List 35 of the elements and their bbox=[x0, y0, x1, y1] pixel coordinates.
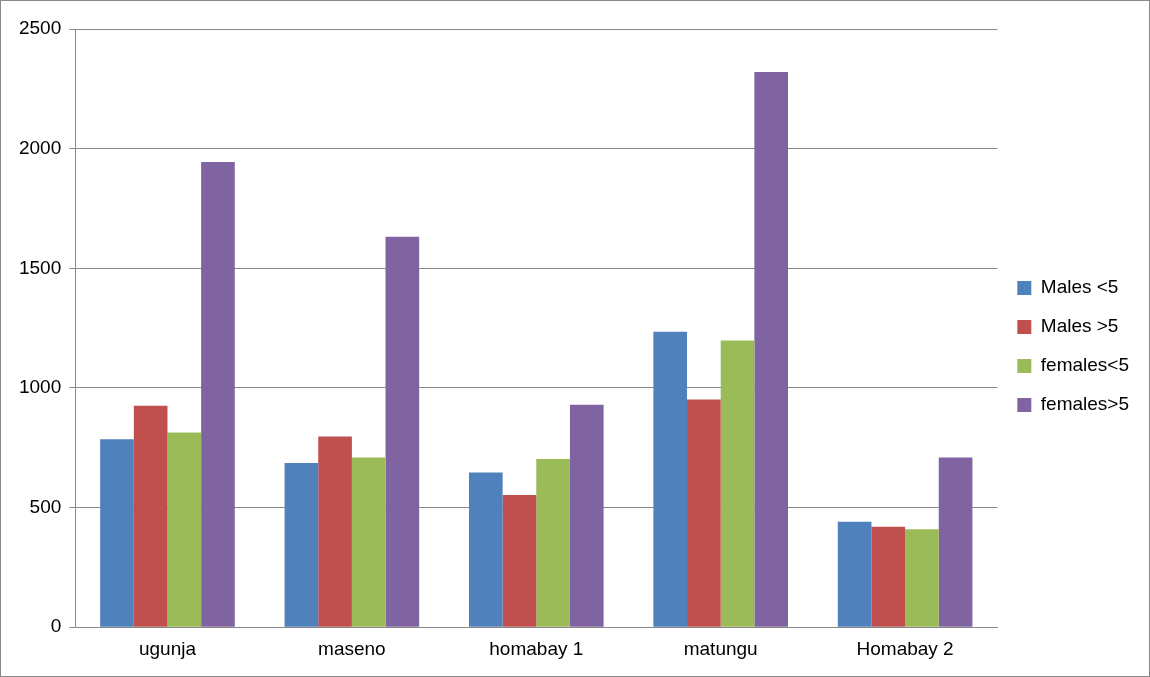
bar bbox=[536, 458, 570, 627]
legend-label: females>5 bbox=[1040, 393, 1130, 415]
y-tick-label: 1500 bbox=[18, 256, 62, 278]
bar bbox=[837, 521, 872, 627]
legend-label: females<5 bbox=[1040, 354, 1130, 376]
bar bbox=[284, 463, 319, 627]
bar bbox=[938, 457, 973, 627]
y-tick-label: 1000 bbox=[18, 376, 62, 398]
bar bbox=[653, 331, 688, 627]
bar bbox=[468, 472, 503, 627]
legend-label: Males >5 bbox=[1040, 315, 1119, 337]
y-tick-label: 2000 bbox=[18, 136, 62, 158]
bar bbox=[905, 529, 939, 627]
bar bbox=[133, 405, 168, 627]
legend-label: Males <5 bbox=[1040, 276, 1119, 298]
x-tick-label: Homabay 2 bbox=[856, 637, 954, 659]
bar bbox=[569, 404, 604, 627]
bar bbox=[318, 436, 352, 627]
bar bbox=[201, 162, 235, 627]
x-tick-label: maseno bbox=[318, 637, 386, 659]
x-tick-label: homabay 1 bbox=[489, 637, 584, 659]
bar bbox=[385, 236, 420, 627]
bar bbox=[871, 526, 906, 627]
x-tick-label: matungu bbox=[683, 637, 758, 659]
bar bbox=[351, 457, 386, 627]
y-tick-label: 2500 bbox=[18, 17, 62, 39]
bar bbox=[754, 72, 789, 627]
y-tick-label: 500 bbox=[29, 495, 62, 517]
bar bbox=[687, 399, 721, 627]
y-tick-label: 0 bbox=[50, 615, 62, 637]
bar bbox=[167, 432, 202, 627]
bar bbox=[100, 439, 134, 627]
x-tick-label: ugunja bbox=[138, 637, 197, 659]
bar bbox=[720, 340, 755, 627]
bar bbox=[502, 494, 537, 627]
